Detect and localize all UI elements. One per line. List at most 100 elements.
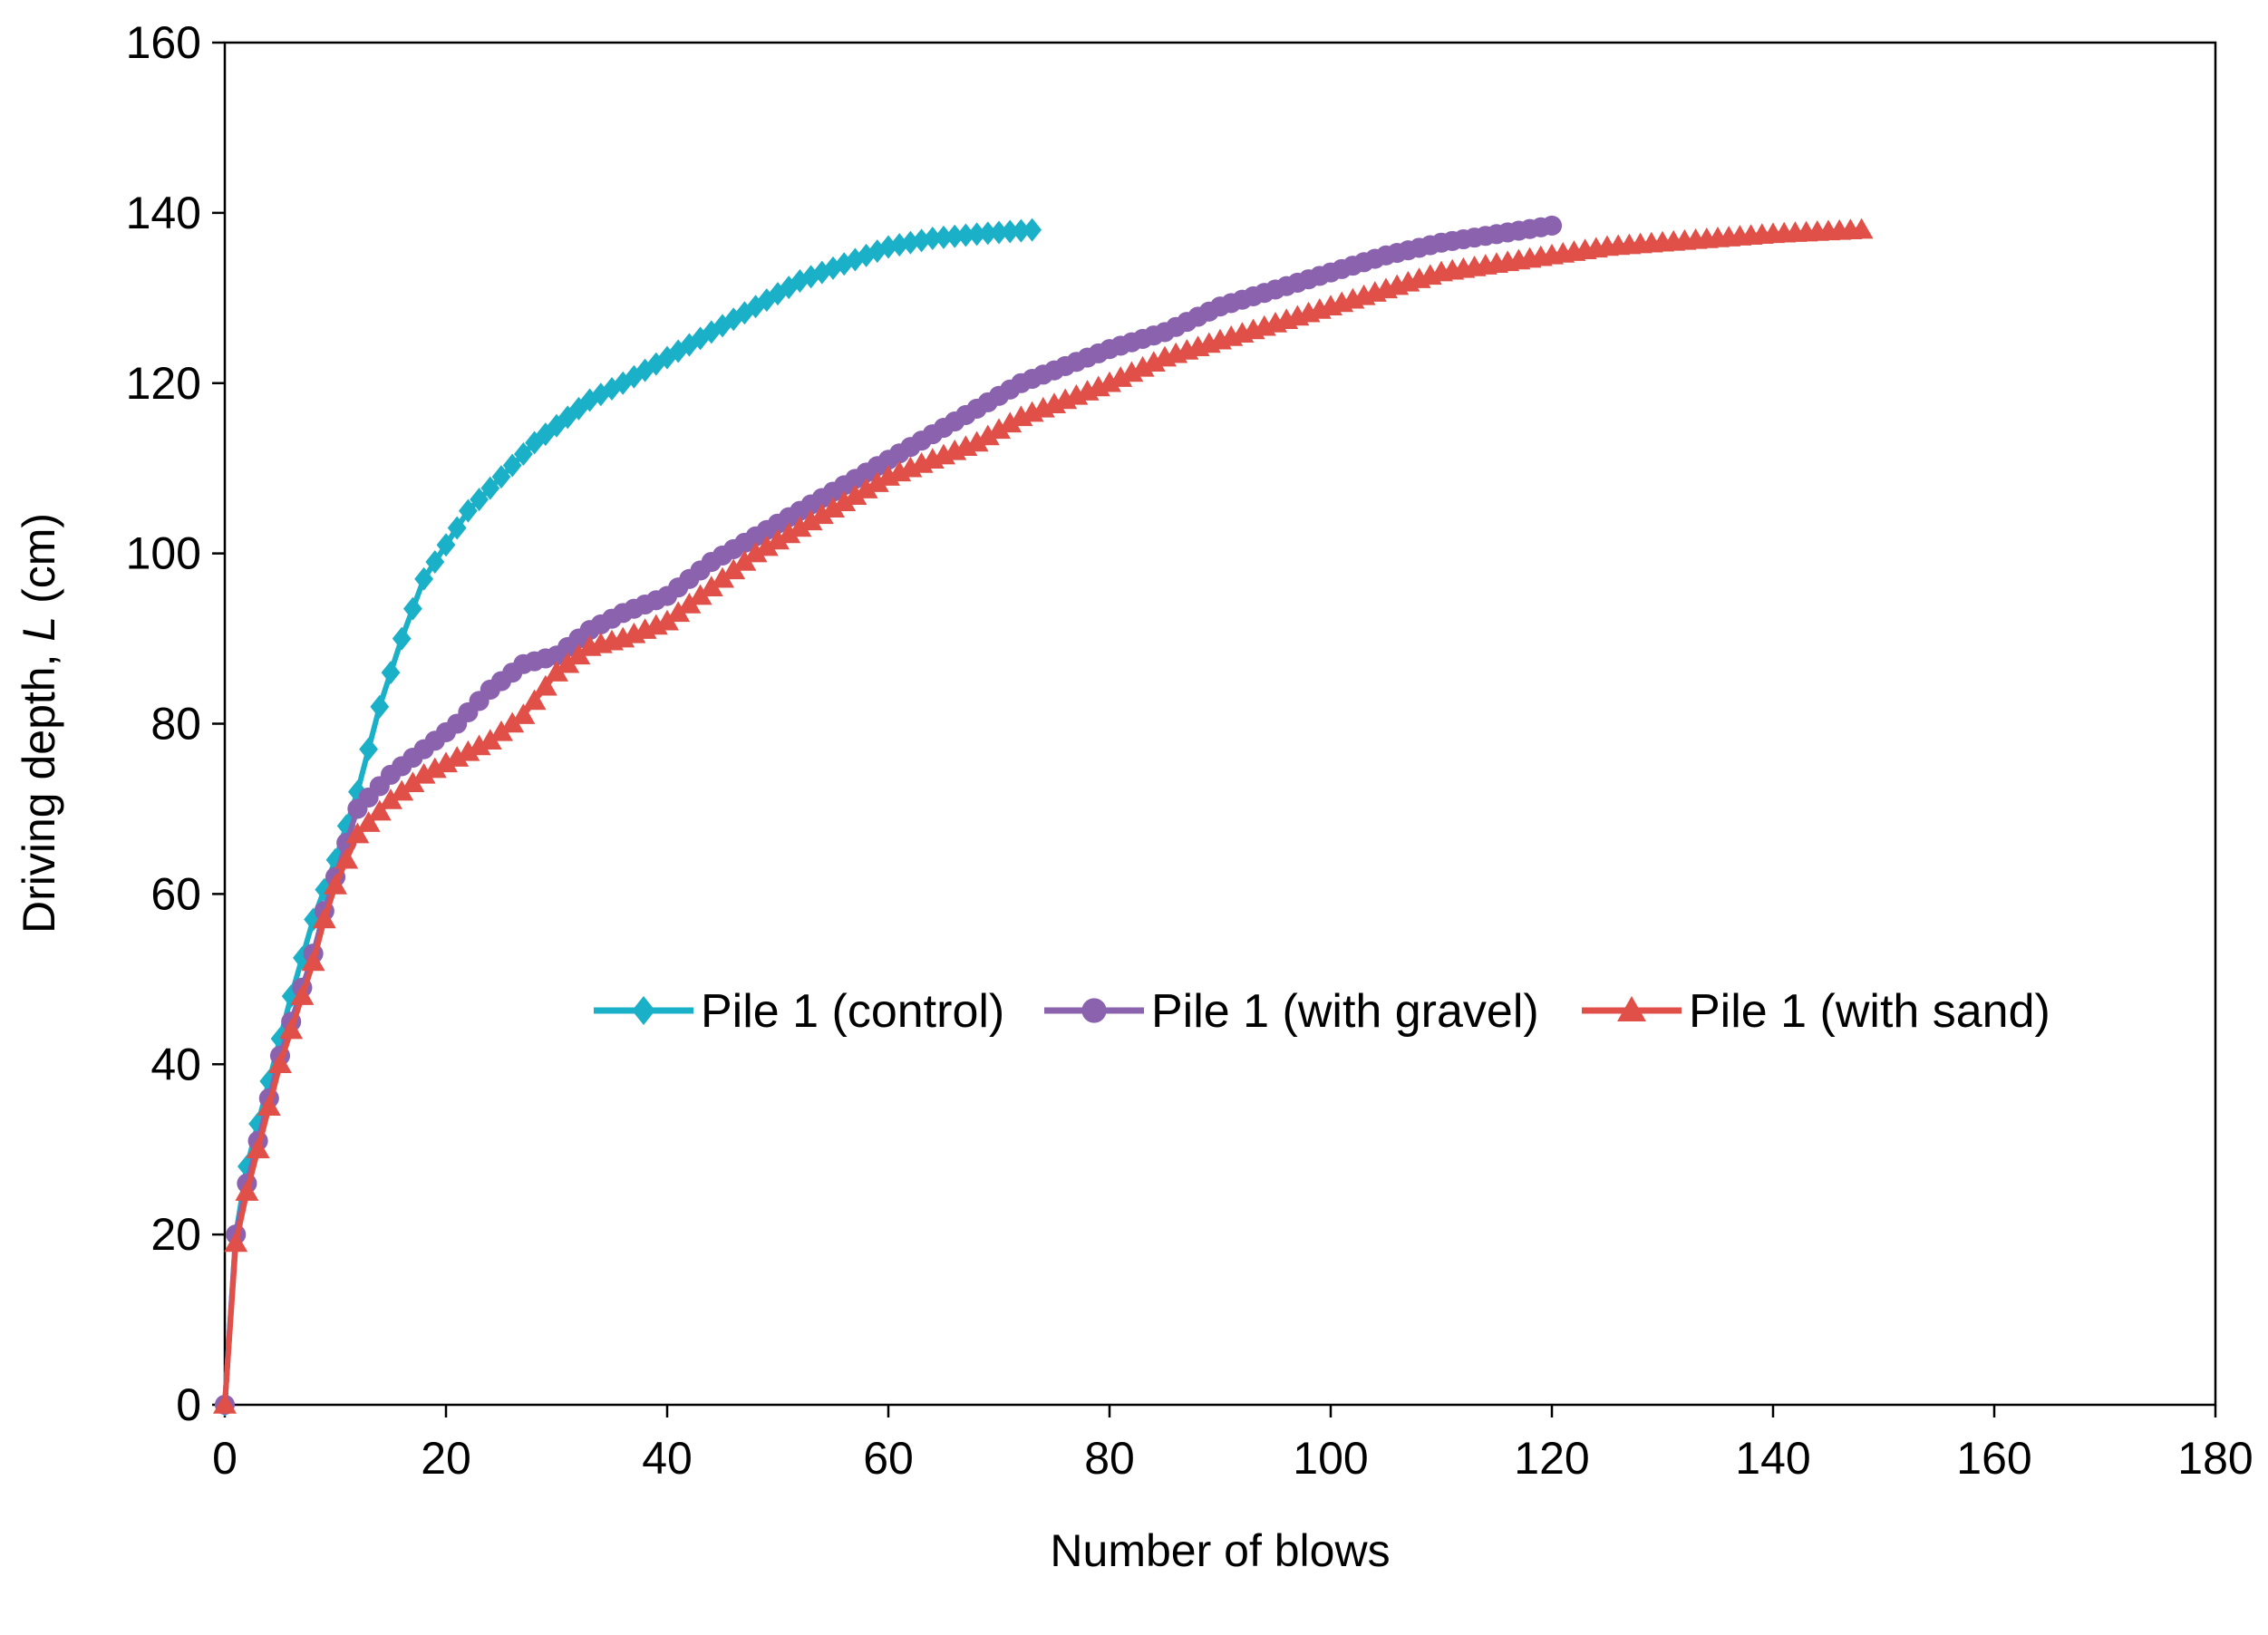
data-point xyxy=(821,497,845,518)
y-tick-label: 140 xyxy=(126,188,201,238)
x-tick-label: 180 xyxy=(2177,1433,2253,1484)
data-point xyxy=(998,411,1023,433)
series-layer xyxy=(213,215,1874,1417)
data-point xyxy=(290,984,315,1005)
data-point xyxy=(1849,218,1874,239)
data-point xyxy=(235,1180,259,1201)
data-point xyxy=(832,490,857,512)
y-tick-label: 40 xyxy=(150,1039,201,1089)
y-tick-label: 120 xyxy=(126,358,201,409)
data-point xyxy=(370,694,390,719)
data-point xyxy=(978,221,998,246)
x-tick-label: 20 xyxy=(421,1433,471,1484)
data-point xyxy=(975,424,1000,446)
data-point xyxy=(268,1052,292,1073)
data-point xyxy=(514,442,533,467)
data-point xyxy=(367,799,392,821)
data-point xyxy=(545,661,568,682)
data-point xyxy=(502,453,522,478)
data-point xyxy=(722,558,746,580)
data-point xyxy=(989,220,1009,245)
y-axis-title-suffix: (cm) xyxy=(14,513,64,616)
legend-label: Pile 1 (with gravel) xyxy=(1151,985,1539,1038)
legend-label: Pile 1 (with sand) xyxy=(1689,985,2050,1038)
data-point xyxy=(677,592,702,614)
data-point xyxy=(567,643,591,665)
x-tick-label: 40 xyxy=(642,1433,693,1484)
data-point xyxy=(655,609,679,631)
data-point xyxy=(699,576,723,596)
y-tick-label: 0 xyxy=(176,1379,201,1430)
y-axis-title-prefix: Driving depth, xyxy=(14,642,64,934)
data-point xyxy=(500,711,525,733)
data-point xyxy=(854,478,878,498)
data-point xyxy=(257,1095,281,1116)
legend-item: Pile 1 (control) xyxy=(594,985,1004,1038)
y-tick-label: 60 xyxy=(150,868,201,919)
data-point xyxy=(403,596,422,621)
series-3 xyxy=(213,218,1874,1414)
legend-marker xyxy=(1081,998,1107,1023)
data-point xyxy=(732,550,757,571)
data-point xyxy=(434,751,458,773)
legend: Pile 1 (control) Pile 1 (with gravel) Pile… xyxy=(594,985,2050,1038)
data-point xyxy=(934,225,954,249)
data-point xyxy=(843,484,867,505)
data-point xyxy=(522,689,547,711)
data-point xyxy=(392,626,412,651)
data-point xyxy=(356,811,381,832)
data-point xyxy=(324,873,347,895)
data-point xyxy=(414,566,433,591)
data-point xyxy=(809,503,834,525)
x-tick-label: 60 xyxy=(863,1433,914,1484)
data-point xyxy=(533,674,557,696)
x-tick-label: 0 xyxy=(212,1433,237,1484)
data-point xyxy=(447,516,467,540)
data-point xyxy=(470,488,489,512)
data-point xyxy=(224,1231,248,1253)
data-point xyxy=(422,757,447,779)
data-point xyxy=(412,762,436,784)
data-point xyxy=(788,516,812,537)
data-point xyxy=(312,907,336,929)
data-point xyxy=(325,847,345,872)
data-point xyxy=(1012,218,1031,243)
x-tick-label: 120 xyxy=(1514,1433,1589,1484)
data-point xyxy=(1023,218,1042,242)
x-axis-title: Number of blows xyxy=(1050,1525,1390,1576)
series-2 xyxy=(214,215,1563,1416)
data-point xyxy=(459,498,478,523)
data-point xyxy=(213,1393,237,1414)
data-point xyxy=(956,223,975,247)
data-point xyxy=(967,222,986,247)
legend-marker xyxy=(632,996,655,1025)
data-point xyxy=(987,418,1011,440)
legend-item: Pile 1 (with gravel) xyxy=(1044,985,1539,1038)
data-point xyxy=(478,729,502,750)
data-point xyxy=(445,746,470,767)
y-tick-label: 20 xyxy=(150,1209,201,1260)
data-point xyxy=(945,224,964,248)
y-axis-title: Driving depth, L (cm) xyxy=(14,513,64,934)
data-point xyxy=(381,661,401,685)
data-point xyxy=(480,476,500,500)
x-tick-label: 140 xyxy=(1735,1433,1810,1484)
x-axis: 0 20 40 60 80 100 120 140 160 180 xyxy=(212,1405,2253,1484)
y-tick-label: 160 xyxy=(126,17,201,68)
legend-marker xyxy=(1617,996,1646,1021)
data-point xyxy=(491,465,511,489)
data-point xyxy=(754,535,779,556)
data-point xyxy=(923,227,943,251)
legend-label: Pile 1 (control) xyxy=(701,985,1004,1038)
data-point xyxy=(345,822,370,844)
data-point xyxy=(401,771,425,793)
data-point xyxy=(1541,215,1563,237)
y-axis: 0 20 40 60 80 100 120 140 160 xyxy=(126,17,225,1430)
data-point xyxy=(777,522,801,544)
data-point xyxy=(436,533,456,557)
data-point xyxy=(279,1018,304,1040)
legend-item: Pile 1 (with sand) xyxy=(1582,985,2050,1038)
data-point xyxy=(390,779,414,801)
data-point xyxy=(359,737,378,761)
data-point xyxy=(1000,219,1020,244)
